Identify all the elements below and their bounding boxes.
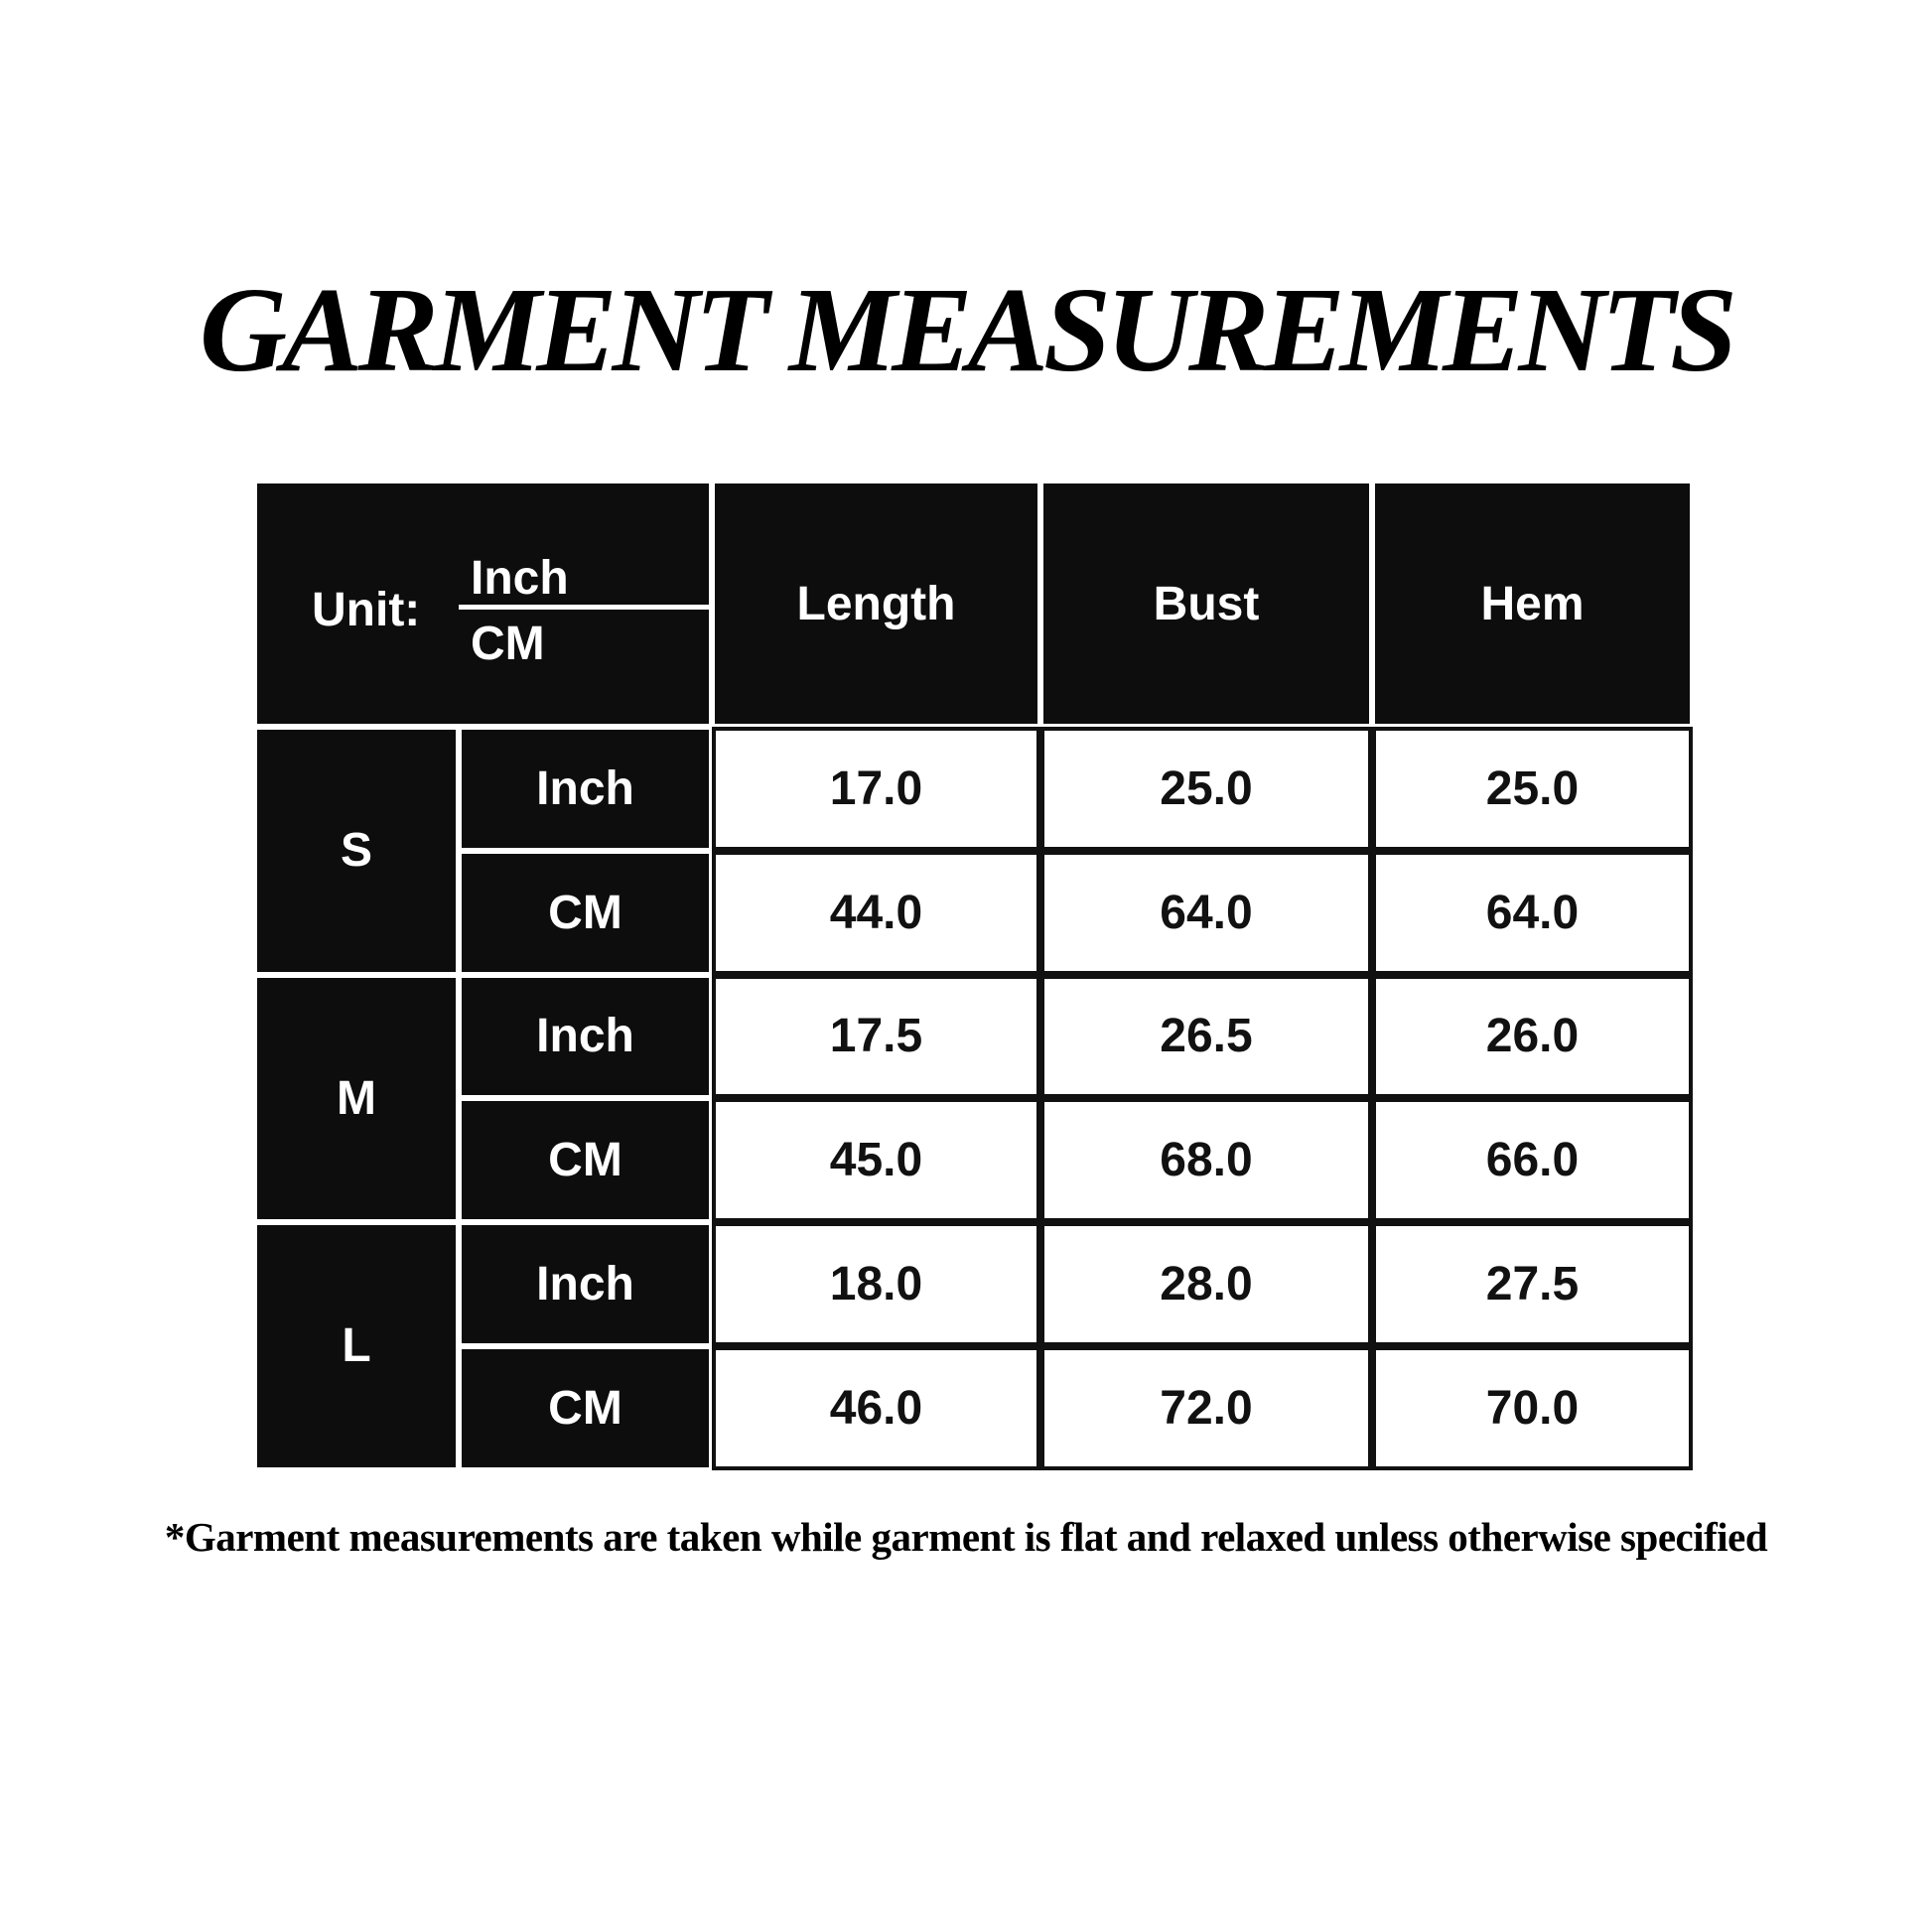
table-value-cell: 17.0	[712, 727, 1040, 851]
table-value-cell: 26.0	[1372, 974, 1693, 1099]
table-value-cell: 64.0	[1372, 850, 1693, 975]
unit-label-cell: CM	[459, 850, 712, 975]
table-value-cell: 66.0	[1372, 1098, 1693, 1223]
unit-inch-label: Inch	[471, 552, 569, 605]
table-value-cell: 28.0	[1040, 1222, 1372, 1346]
unit-label-cell: Inch	[459, 974, 712, 1099]
unit-header-cell: Unit: Inch CM	[254, 481, 715, 727]
table-value-cell: 68.0	[1040, 1098, 1372, 1223]
table-value-cell: 18.0	[712, 1222, 1040, 1346]
unit-label-cell: Inch	[459, 1222, 712, 1346]
table-value-cell: 64.0	[1040, 850, 1372, 975]
measurement-table: Unit: Inch CM Length Bust Hem S Inch 17.0 25.0…	[254, 481, 1693, 1470]
table-value-cell: 17.5	[712, 974, 1040, 1099]
page-title: GARMENT MEASUREMENTS	[199, 263, 1737, 397]
table-value-cell: 46.0	[712, 1346, 1040, 1470]
table-value-cell: 72.0	[1040, 1346, 1372, 1470]
table-value-cell: 45.0	[712, 1098, 1040, 1223]
size-label-l: L	[254, 1222, 459, 1470]
column-header-hem: Hem	[1372, 481, 1693, 727]
column-header-bust: Bust	[1040, 481, 1372, 727]
unit-label: Unit:	[312, 584, 421, 636]
table-value-cell: 25.0	[1372, 727, 1693, 851]
column-header-length: Length	[712, 481, 1040, 727]
size-label-m: M	[254, 974, 459, 1223]
footnote: *Garment measurements are taken while ga…	[164, 1514, 1768, 1560]
unit-label-cell: Inch	[459, 727, 712, 851]
unit-cm-label: CM	[471, 618, 545, 670]
size-label-s: S	[254, 727, 459, 975]
table-value-cell: 25.0	[1040, 727, 1372, 851]
unit-divider	[459, 605, 715, 610]
table-value-cell: 44.0	[712, 850, 1040, 975]
table-value-cell: 26.5	[1040, 974, 1372, 1099]
unit-label-cell: CM	[459, 1098, 712, 1223]
table-value-cell: 70.0	[1372, 1346, 1693, 1470]
unit-label-cell: CM	[459, 1346, 712, 1470]
table-value-cell: 27.5	[1372, 1222, 1693, 1346]
